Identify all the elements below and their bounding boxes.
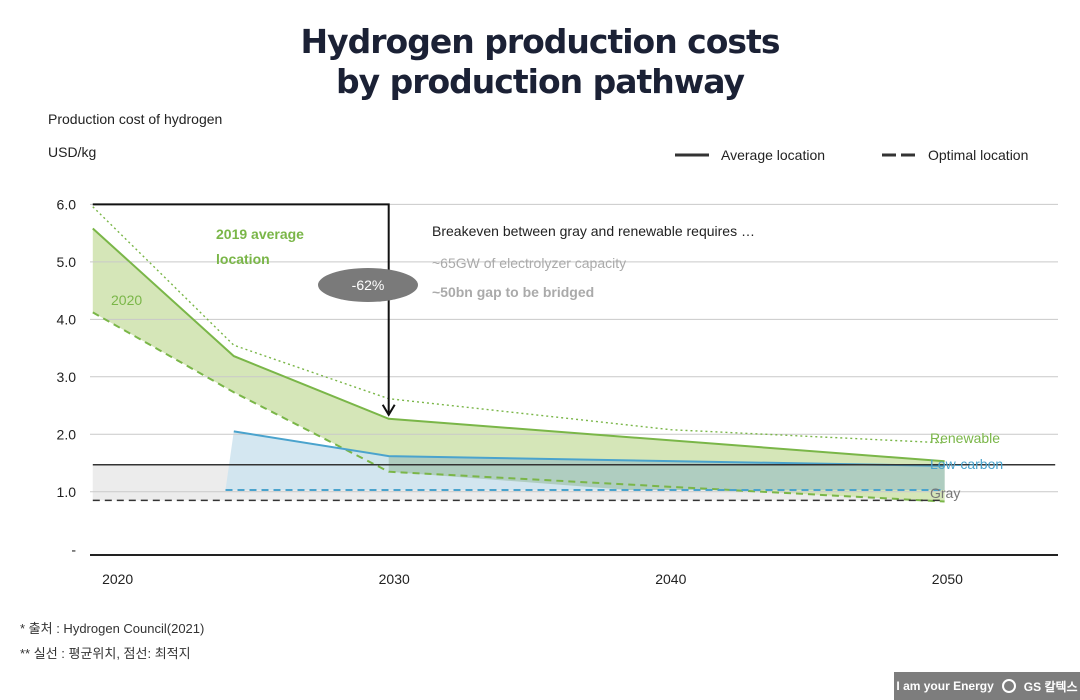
series-label-renewable: Renewable xyxy=(930,430,1000,446)
breakeven-title: Breakeven between gray and renewable req… xyxy=(432,223,755,239)
breakeven-capacity: ~65GW of electrolyzer capacity xyxy=(432,255,626,271)
y-tick-label: 6.0 xyxy=(57,196,77,212)
series-label-lowcarbon: Low-carbon xyxy=(930,456,1003,472)
chart-title: Hydrogen production costs by production … xyxy=(0,22,1080,102)
gridlines: 6.0 5.0 4.0 3.0 2.0 1.0 - xyxy=(57,196,1058,557)
chart-title-line-1: Hydrogen production costs xyxy=(300,22,781,61)
x-tick-label: 2030 xyxy=(379,571,410,587)
annotations: 2019 average location 2020 -62% Breakeve… xyxy=(111,223,1003,501)
y-axis-unit: USD/kg xyxy=(48,144,97,160)
x-tick-label: 2050 xyxy=(932,571,963,587)
annotation-2019-average-line-2: location xyxy=(216,251,270,267)
reduction-badge-label: -62% xyxy=(352,277,385,293)
reduction-arrowhead xyxy=(381,404,396,417)
x-tick-label: 2020 xyxy=(102,571,133,587)
reduction-arrow xyxy=(92,203,390,413)
y-tick-label: 1.0 xyxy=(57,484,77,500)
axes: 2020 2030 2040 2050 xyxy=(90,554,1058,587)
x-tick-label: 2040 xyxy=(655,571,686,587)
legend-optimal-label: Optimal location xyxy=(928,147,1028,163)
annotation-2019-average-line-1: 2019 average xyxy=(216,226,304,242)
chart-title-line-2: by production pathway xyxy=(335,62,745,101)
y-tick-label: 2.0 xyxy=(57,426,77,442)
series-line-renewable-2019-average xyxy=(92,206,945,444)
footnote-source: * 출처 : Hydrogen Council(2021) xyxy=(20,621,205,636)
y-tick-label: 4.0 xyxy=(57,311,77,327)
breakeven-gap: ~50bn gap to be bridged xyxy=(432,284,594,300)
footnote-lines: ** 실선 : 평균위치, 점선: 최적지 xyxy=(20,646,191,661)
annotation-2020: 2020 xyxy=(111,292,142,308)
series-line-lowcarbon-average xyxy=(233,430,945,467)
brand-badge: I am your Energy GS 칼텍스 xyxy=(894,672,1080,700)
series-lines xyxy=(92,203,1056,503)
reduction-badge xyxy=(318,268,418,302)
y-tick-label: 5.0 xyxy=(57,254,77,270)
y-tick-label: 3.0 xyxy=(57,369,77,385)
series-label-gray: Gray xyxy=(930,485,960,501)
y-axis-title: Production cost of hydrogen xyxy=(48,111,223,127)
gs-logo-icon xyxy=(1001,679,1016,693)
y-tick-label: - xyxy=(71,541,76,557)
legend: Average location Optimal location xyxy=(675,147,1028,163)
brand-slogan: I am your Energy xyxy=(896,679,994,693)
legend-average-label: Average location xyxy=(721,147,825,163)
series-line-renewable-optimal xyxy=(92,311,945,503)
series-line-renewable-average xyxy=(92,227,945,463)
brand-name: GS 칼텍스 xyxy=(1023,679,1078,694)
